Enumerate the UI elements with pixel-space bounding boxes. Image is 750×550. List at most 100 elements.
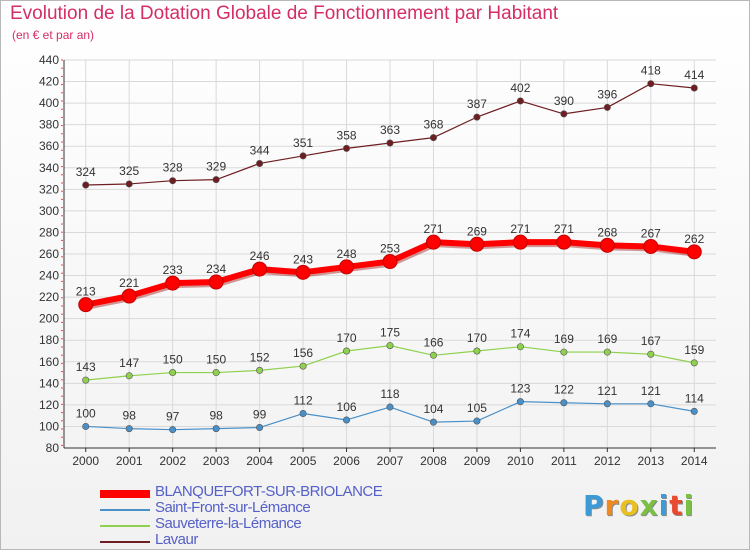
data-label: 324 — [76, 165, 96, 179]
data-point — [82, 422, 90, 430]
data-point — [690, 359, 698, 367]
data-label: 169 — [554, 332, 574, 346]
data-label: 402 — [510, 81, 530, 95]
data-point — [603, 103, 611, 111]
y-tick-label: 160 — [39, 355, 59, 369]
data-label: 150 — [206, 353, 226, 367]
logo-letter: i — [658, 489, 670, 522]
y-tick-label: 380 — [39, 118, 59, 132]
y-tick-label: 120 — [39, 398, 59, 412]
data-point — [125, 372, 133, 380]
y-tick-label: 320 — [39, 182, 59, 196]
data-point — [212, 176, 220, 184]
data-point — [429, 418, 437, 426]
data-point — [429, 351, 437, 359]
data-point — [386, 403, 394, 411]
data-label: 100 — [76, 406, 96, 420]
x-tick-label: 2006 — [333, 454, 360, 468]
data-labels: 324 325 328 329 344 351 358 363 368 387 402 390 396 4… — [76, 64, 705, 424]
data-point — [299, 410, 307, 418]
proxiti-logo[interactable]: Proxiti — [583, 489, 694, 522]
data-label: 112 — [293, 394, 312, 408]
y-tick-label: 360 — [39, 139, 59, 153]
data-label: 166 — [423, 335, 443, 349]
data-point — [165, 275, 181, 291]
data-label: 246 — [250, 249, 270, 263]
data-point — [212, 369, 220, 377]
grid-lines — [64, 59, 716, 449]
chart-title: Evolution de la Dotation Globale de Fonc… — [10, 3, 559, 24]
data-label: 123 — [510, 382, 530, 396]
x-tick-label: 2009 — [464, 454, 491, 468]
data-point — [208, 274, 224, 290]
data-point — [473, 347, 481, 355]
logo-letter: r — [604, 489, 620, 522]
data-label: 114 — [685, 391, 704, 405]
data-point — [169, 369, 177, 377]
y-tick-label: 240 — [39, 269, 59, 283]
data-label: 121 — [597, 384, 617, 398]
legend-label: Saint-Front-sur-Lémance — [155, 499, 311, 516]
legend-swatch — [100, 509, 150, 511]
data-point — [339, 259, 355, 275]
data-point — [560, 110, 568, 118]
y-tick-label: 200 — [39, 312, 59, 326]
x-tick-label: 2001 — [116, 454, 143, 468]
legend-swatch — [100, 525, 150, 527]
data-label: 271 — [423, 222, 443, 236]
data-label: 170 — [467, 331, 487, 345]
data-label: 253 — [380, 242, 400, 256]
data-point — [256, 159, 264, 167]
data-label: 387 — [467, 97, 487, 111]
y-tick-label: 80 — [46, 441, 60, 455]
data-label: 271 — [554, 222, 574, 236]
data-point — [560, 348, 568, 356]
data-label: 213 — [76, 285, 96, 299]
data-point — [429, 134, 437, 142]
data-point — [647, 400, 655, 408]
y-tick-label: 280 — [39, 225, 59, 239]
series-lines — [78, 80, 702, 434]
x-tick-label: 2013 — [637, 454, 664, 468]
data-point — [603, 348, 611, 356]
data-point — [386, 342, 394, 350]
data-point — [690, 407, 698, 415]
data-point — [121, 288, 137, 304]
data-point — [343, 347, 351, 355]
data-label: 233 — [163, 263, 183, 277]
data-label: 262 — [684, 232, 704, 246]
data-label: 175 — [380, 326, 400, 340]
data-label: 122 — [554, 383, 574, 397]
data-label: 105 — [467, 401, 487, 415]
data-label: 267 — [641, 226, 661, 240]
data-label: 121 — [641, 384, 661, 398]
x-tick-label: 2002 — [159, 454, 186, 468]
legend-label: BLANQUEFORT-SUR-BRIOLANCE — [155, 483, 383, 500]
data-point — [469, 236, 485, 252]
x-tick-label: 2014 — [681, 454, 708, 468]
data-point — [125, 180, 133, 188]
data-label: 329 — [206, 160, 226, 174]
data-point — [516, 343, 524, 351]
data-label: 169 — [597, 332, 617, 346]
data-point — [256, 424, 264, 432]
data-label: 106 — [337, 400, 357, 414]
data-point — [125, 425, 133, 433]
x-tick-label: 2005 — [290, 454, 317, 468]
data-point — [425, 234, 441, 250]
data-label: 104 — [423, 402, 443, 416]
data-point — [82, 376, 90, 384]
data-label: 174 — [510, 327, 530, 341]
data-point — [516, 97, 524, 105]
data-point — [647, 350, 655, 358]
data-label: 243 — [293, 252, 313, 266]
data-point — [252, 261, 268, 277]
data-label: 414 — [684, 68, 704, 82]
x-tick-label: 2000 — [72, 454, 99, 468]
data-point — [473, 417, 481, 425]
y-tick-label: 260 — [39, 247, 59, 261]
data-label: 99 — [253, 408, 267, 422]
data-label: 156 — [293, 346, 313, 360]
data-point — [212, 425, 220, 433]
